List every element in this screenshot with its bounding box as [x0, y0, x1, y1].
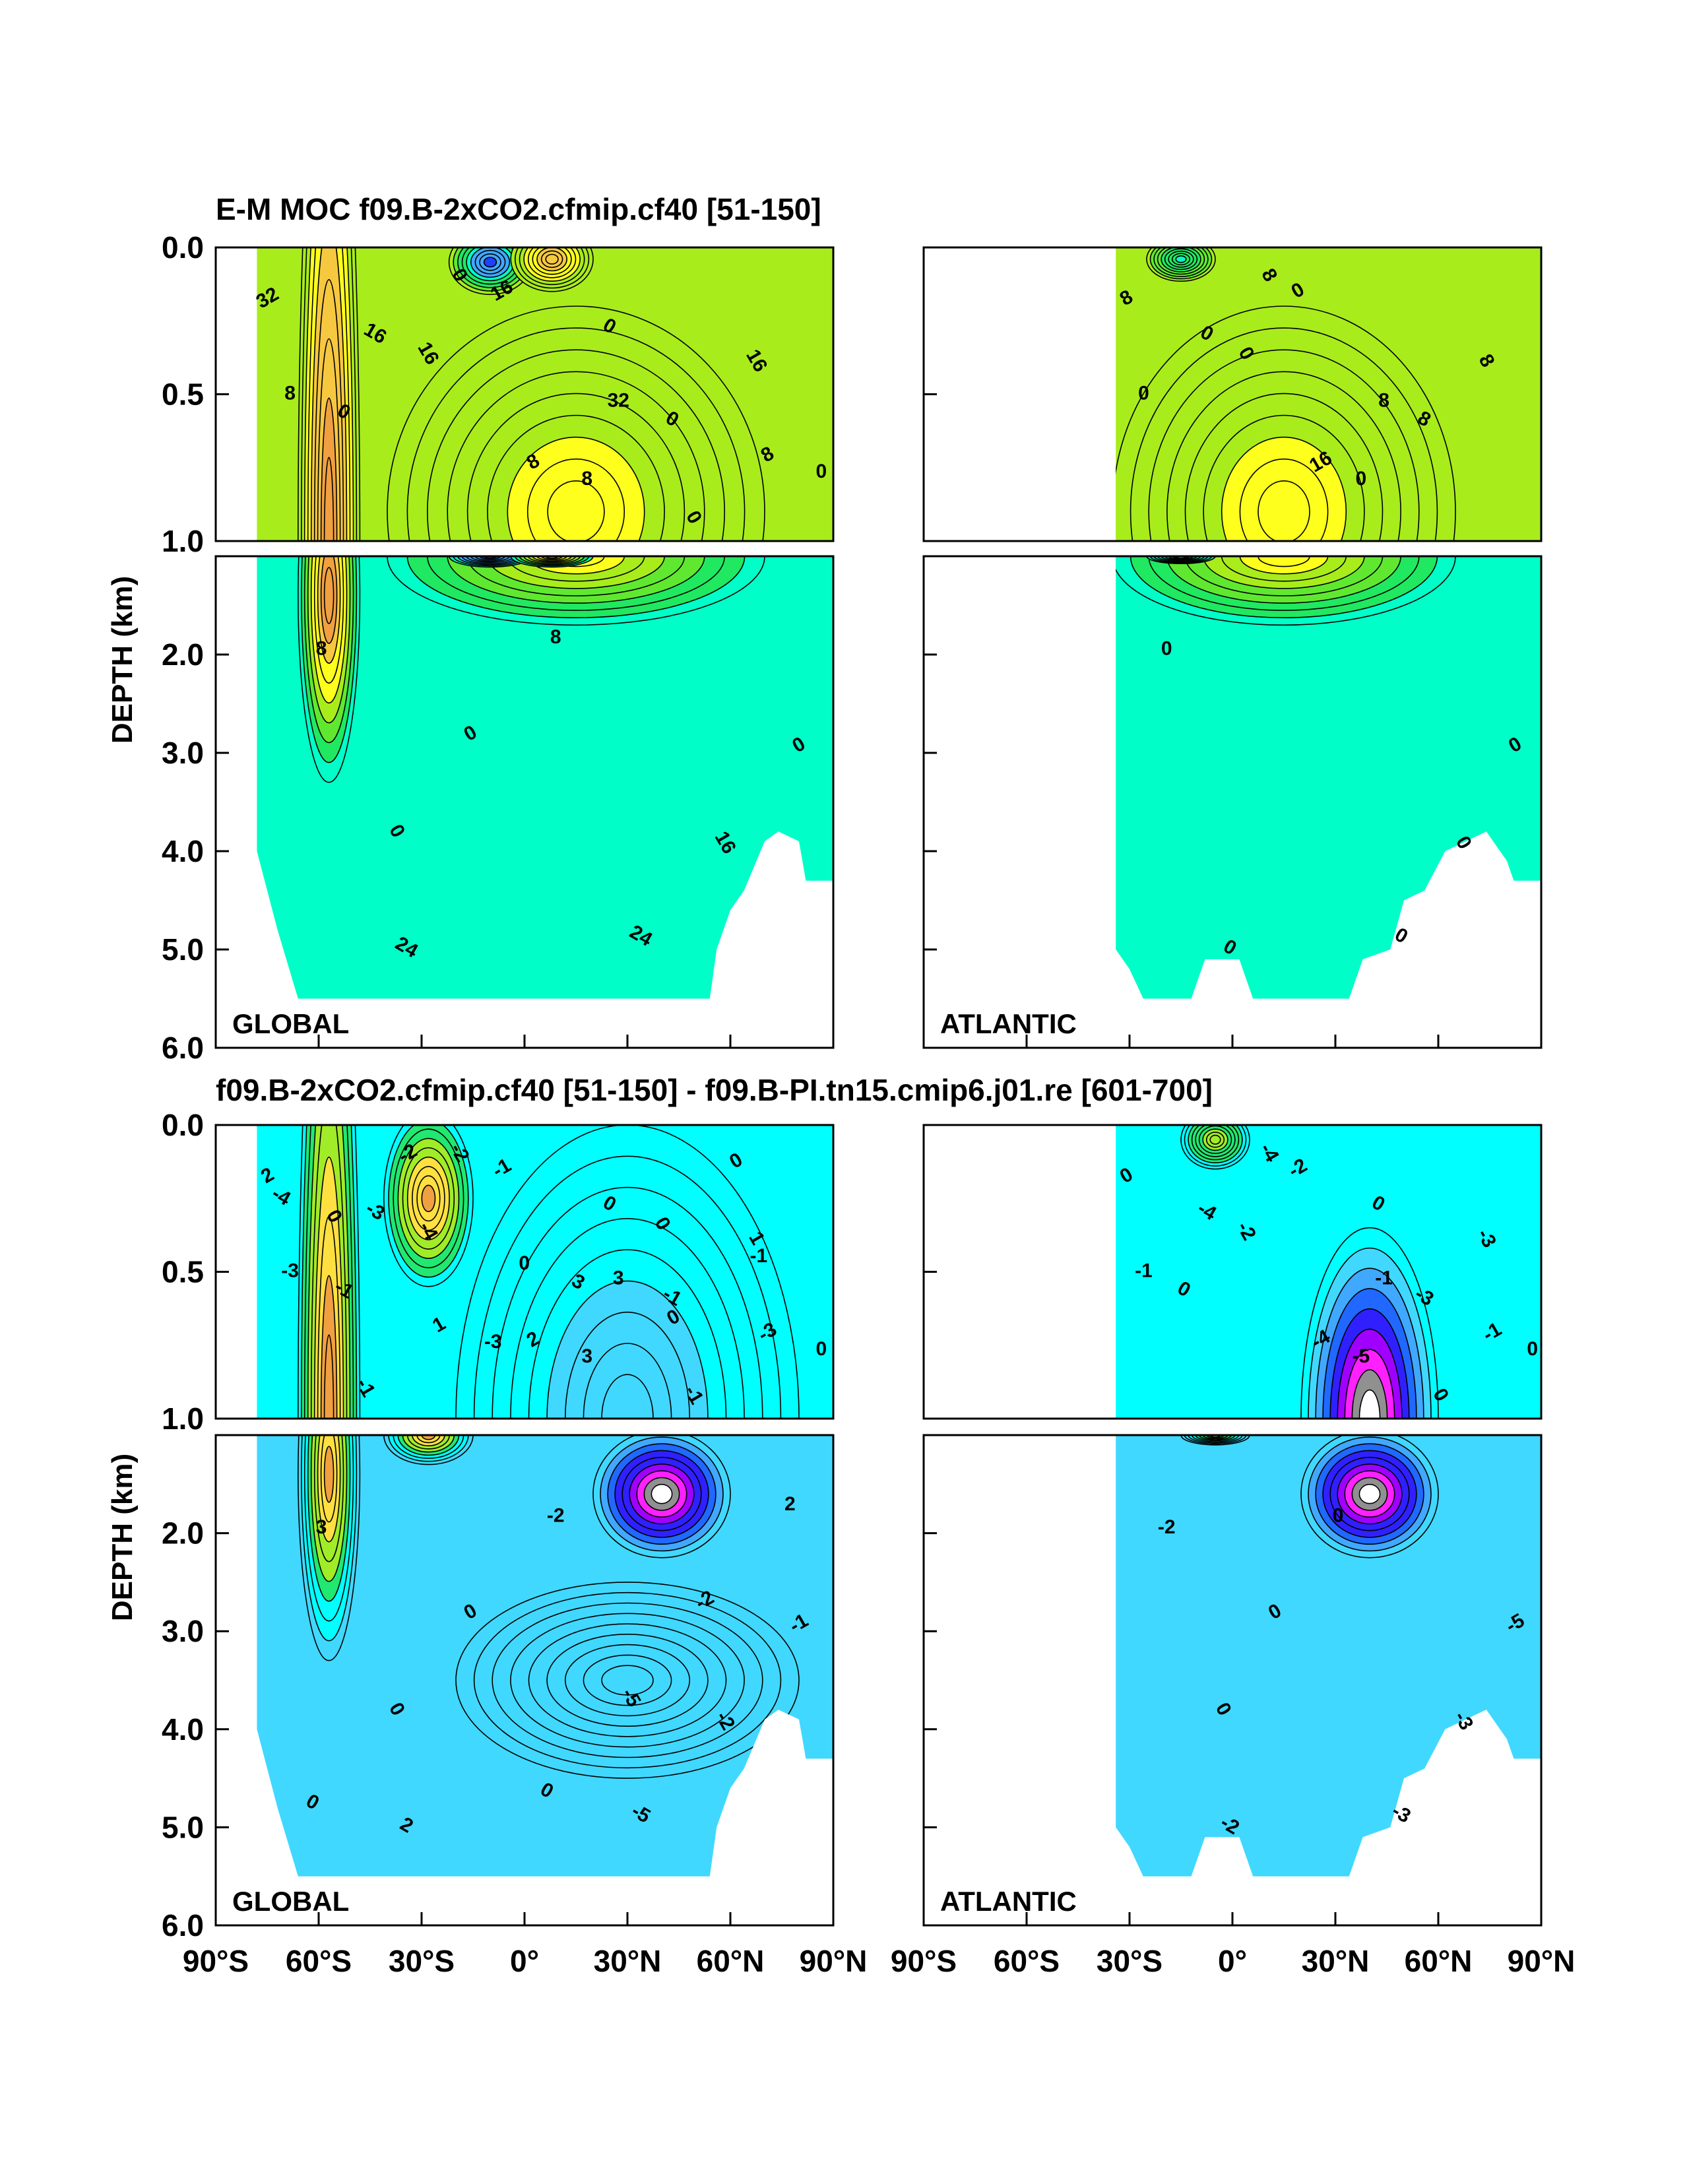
y-tick-label: 5.0 [162, 1810, 204, 1844]
y-tick-label: 4.0 [162, 834, 204, 868]
basin-label: ATLANTIC [940, 1008, 1077, 1039]
y-tick-label: 0.5 [162, 377, 204, 412]
lower-field [1116, 1435, 1541, 1877]
y-tick-label: 6.0 [162, 1031, 204, 1065]
top-title: E-M MOC f09.B-2xCO2.cfmip.cf40 [51-150] [216, 192, 821, 226]
contour-level [1358, 1483, 1381, 1504]
x-tick-label: 0° [510, 1944, 539, 1978]
y-tick-label: 2.0 [162, 1516, 204, 1551]
y-tick-label: 2.0 [162, 637, 204, 672]
y-axis-label-bottom: DEPTH (km) [106, 1454, 139, 1621]
contour-label: -5 [1353, 1345, 1370, 1367]
contour-level [323, 1446, 335, 1503]
contour-label: 0 [1161, 638, 1172, 660]
contour-level [651, 1483, 673, 1504]
contour-level [323, 457, 335, 541]
x-tick-label: 60°N [697, 1944, 765, 1978]
y-axis-label-top: DEPTH (km) [106, 576, 139, 744]
contour-level [1239, 556, 1329, 575]
x-tick-label: 30°S [389, 1944, 455, 1978]
upper-field [257, 247, 833, 541]
contour-level [1175, 255, 1187, 263]
contour-label: -2 [547, 1505, 565, 1527]
lower-background [1116, 556, 1541, 999]
y-tick-label: 1.0 [162, 1401, 204, 1436]
contour-label: -3 [281, 1260, 299, 1281]
x-tick-label: 90°S [891, 1944, 957, 1978]
contour-label: 8 [581, 468, 592, 490]
contour-label: -2 [1158, 1516, 1176, 1538]
panel-bottom-left: 0.00.51.02.03.04.05.06.090°S 60°S 30°S 0° 30… [162, 1108, 868, 1978]
contour-label: -3 [484, 1331, 502, 1353]
lower-field [1116, 556, 1541, 999]
contour-level [547, 480, 605, 541]
contour-label: 8 [316, 638, 327, 660]
contour-level [545, 253, 559, 265]
contour-label: 32 [608, 389, 629, 411]
panels: 0.00.51.02.03.04.05.06.0GLOBAL3232241688… [162, 230, 1576, 1978]
contour-level [1258, 480, 1310, 541]
contour-level [483, 257, 497, 268]
x-tick-label: 60°N [1405, 1944, 1473, 1978]
contour-label: -1 [749, 1245, 767, 1267]
x-tick-label: 90°S [183, 1944, 249, 1978]
contour-label: 0 [1138, 382, 1149, 404]
x-tick-label: 30°N [1302, 1944, 1370, 1978]
contour-label: -1 [1375, 1267, 1393, 1289]
contour-level [421, 1184, 436, 1213]
contour-label: 0 [816, 1338, 827, 1360]
y-tick-label: 5.0 [162, 932, 204, 967]
contour-label: 0 [1527, 1338, 1538, 1360]
x-tick-label: 0° [1218, 1944, 1247, 1978]
upper-background [1116, 1125, 1541, 1419]
contour-label: 3 [581, 1345, 592, 1367]
bottom-title: f09.B-2xCO2.cfmip.cf40 [51-150] - f09.B-… [216, 1073, 1213, 1107]
contour-label: 2 [784, 1493, 796, 1515]
y-tick-label: 0.5 [162, 1255, 204, 1289]
contour-level [1209, 1134, 1221, 1145]
panel-bottom-right: 90°S 60°S 30°S 0° 30°N 60°N 90°N ATLANTIC 0 -1 -2 -… [891, 1124, 1576, 1978]
contour-label: 8 [550, 626, 561, 648]
contour-label: 8 [1378, 389, 1389, 411]
contour-label: 0 [816, 461, 827, 482]
y-tick-label: 3.0 [162, 1614, 204, 1648]
contour-label: 0 [1356, 468, 1367, 490]
basin-label: GLOBAL [232, 1008, 349, 1039]
contour-label: 0 [1333, 1505, 1344, 1527]
upper-field [1116, 247, 1541, 541]
y-tick-label: 3.0 [162, 736, 204, 770]
x-tick-label: 60°S [994, 1944, 1060, 1978]
x-tick-label: 30°N [594, 1944, 662, 1978]
x-tick-label: 90°N [800, 1944, 868, 1978]
basin-label: GLOBAL [232, 1886, 349, 1917]
contour-label: -1 [1135, 1260, 1153, 1281]
basin-label: ATLANTIC [940, 1886, 1077, 1917]
upper-field [1116, 1125, 1541, 1419]
x-tick-label: 60°S [286, 1944, 352, 1978]
upper-field [257, 1125, 833, 1419]
contour-level [1358, 1389, 1381, 1419]
y-tick-label: 6.0 [162, 1908, 204, 1943]
y-tick-label: 4.0 [162, 1712, 204, 1747]
contour-label: 3 [613, 1267, 624, 1289]
lower-background [1116, 1435, 1541, 1877]
contour-level [323, 567, 335, 624]
y-tick-label: 0.0 [162, 1108, 204, 1142]
contour-level [601, 1665, 654, 1696]
y-tick-label: 1.0 [162, 524, 204, 558]
contour-label: 3 [316, 1516, 327, 1538]
x-tick-label: 30°S [1097, 1944, 1163, 1978]
y-tick-label: 0.0 [162, 230, 204, 265]
panel-top-left: 0.00.51.02.03.04.05.06.0GLOBAL3232241688… [162, 230, 835, 1065]
contour-label: 0 [519, 1252, 530, 1274]
contour-label: 8 [284, 382, 296, 404]
x-tick-label: 90°N [1508, 1944, 1576, 1978]
